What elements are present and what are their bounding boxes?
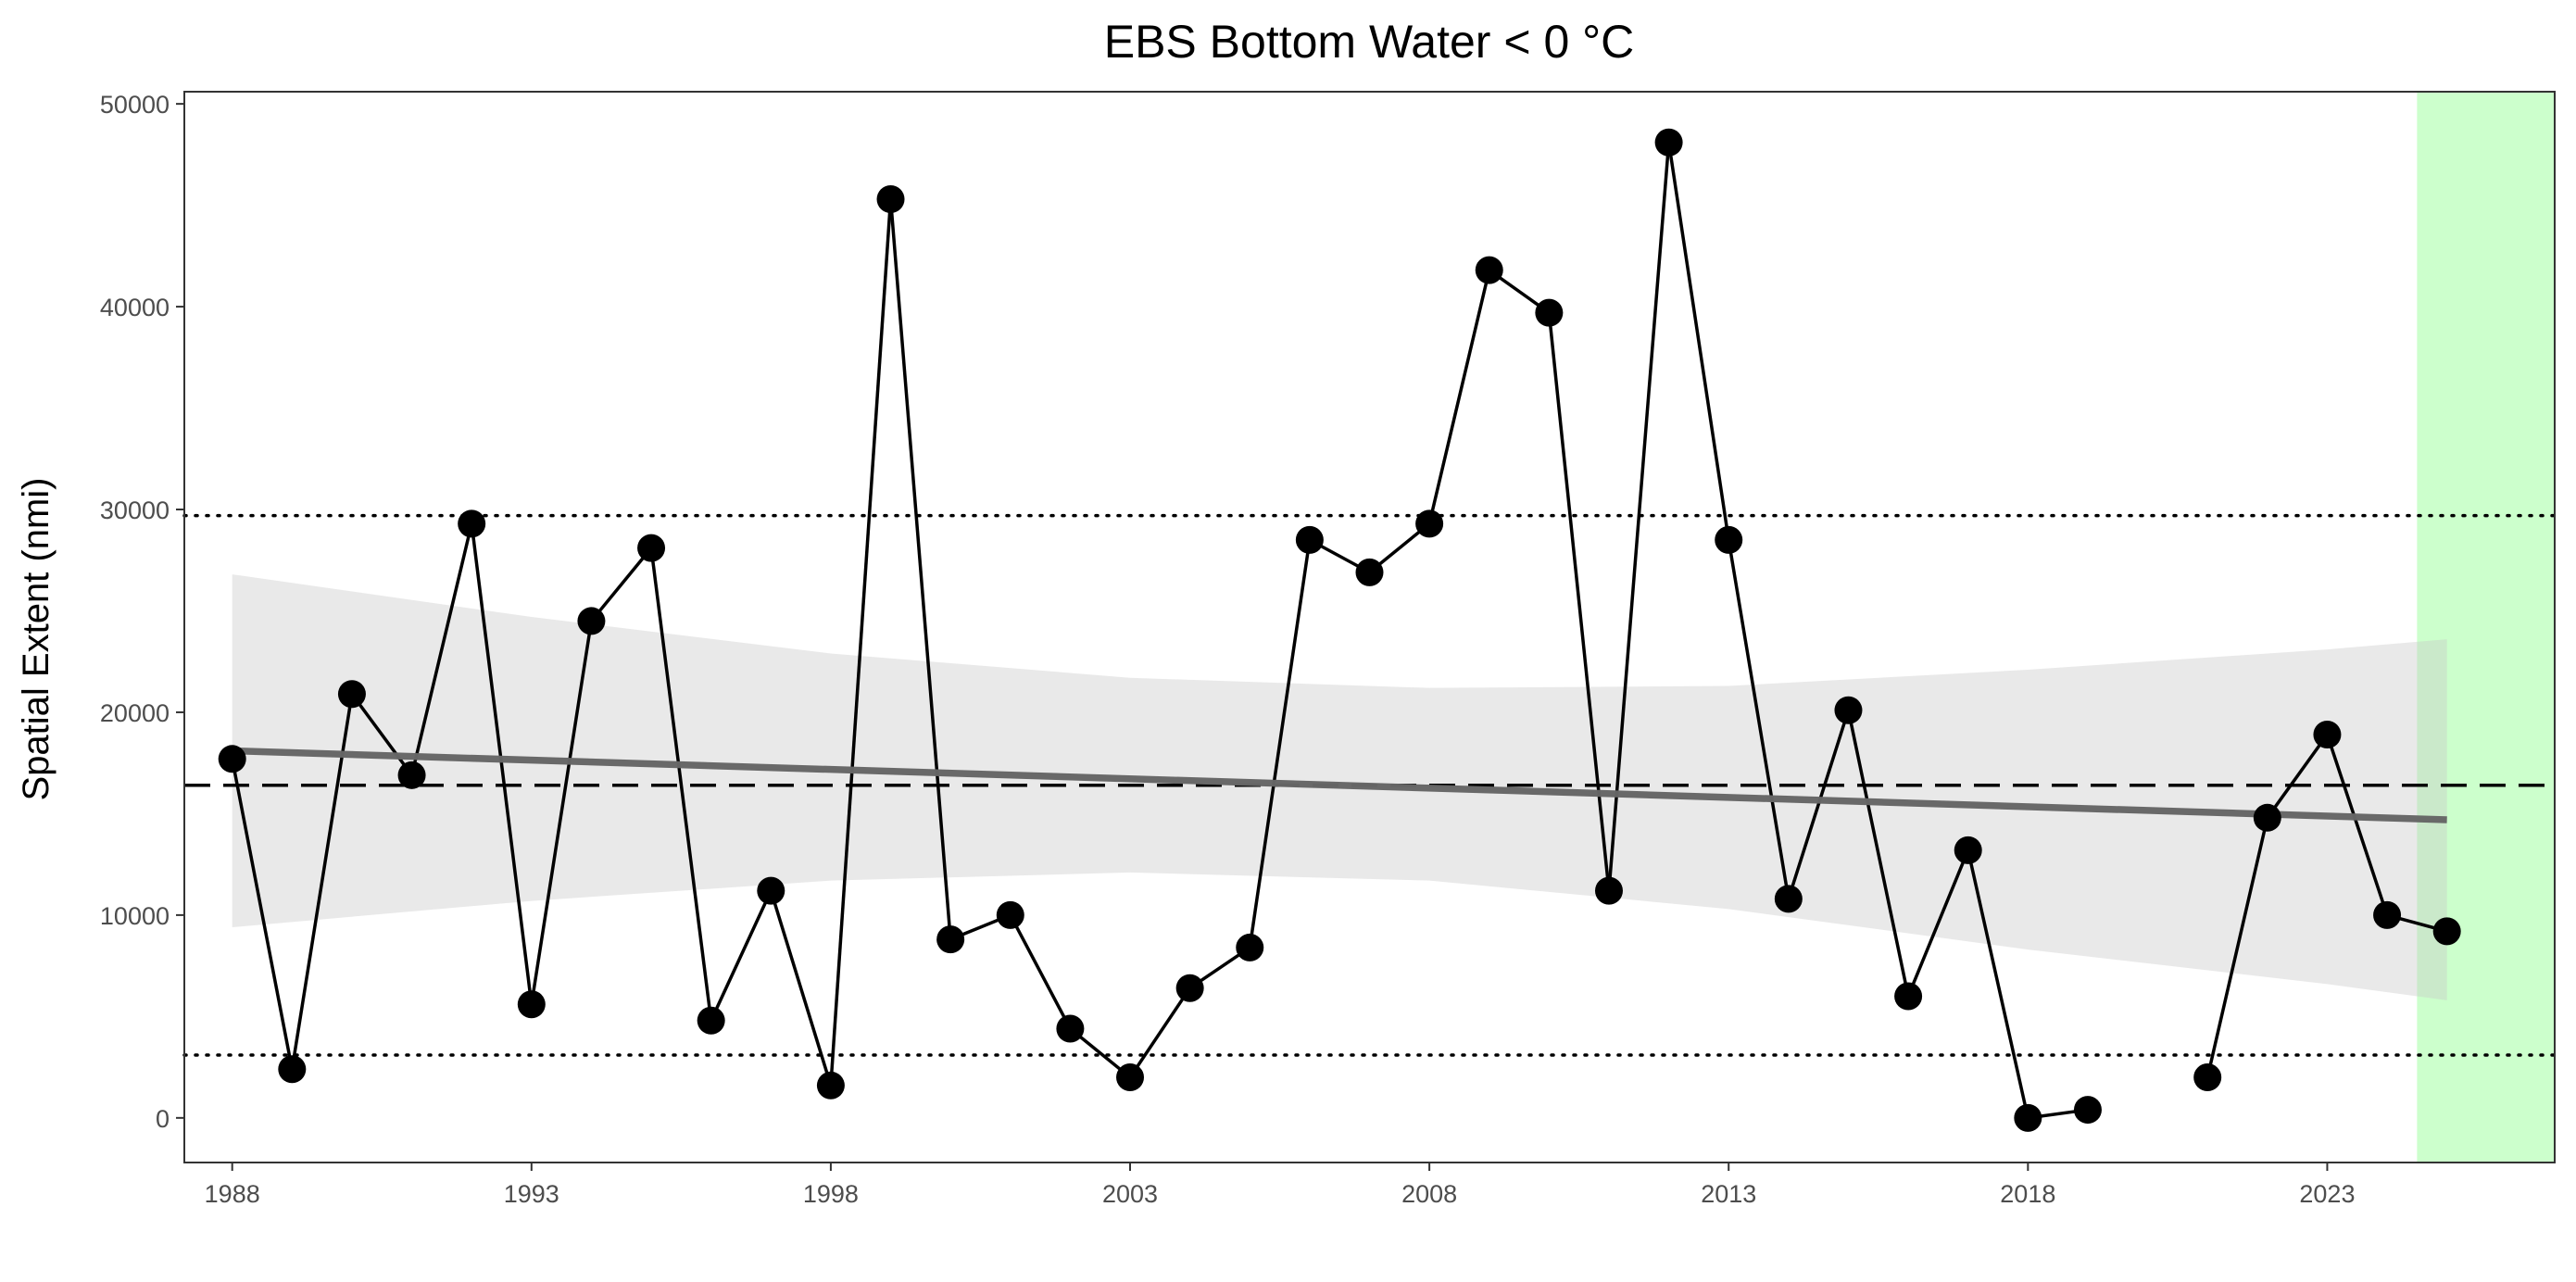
series-line-segment: [2205, 817, 2269, 1078]
data-point: [278, 1055, 307, 1084]
series-line-segment: [350, 693, 413, 776]
series-line-segment: [1248, 539, 1312, 949]
highlight-region: [2417, 92, 2555, 1163]
data-point: [1954, 836, 1982, 864]
series-line-segment: [1009, 914, 1072, 1030]
y-tick-label: 10000: [100, 902, 170, 930]
data-point: [337, 680, 366, 709]
axes: 0 10000 20000 30000 40000 50000 1988 1993 1998 20…: [100, 91, 2356, 1208]
y-tick-label: 0: [156, 1105, 170, 1133]
data-point: [458, 509, 486, 538]
data-point: [1415, 509, 1444, 538]
data-point: [1774, 885, 1803, 913]
data-point: [1894, 982, 1923, 1011]
x-tick-label: 1988: [205, 1180, 260, 1208]
x-tick-label: 2003: [1102, 1180, 1158, 1208]
data-point: [577, 607, 606, 635]
series-line-segment: [710, 889, 773, 1022]
data-point: [876, 185, 905, 214]
series-line-segment: [409, 522, 473, 776]
x-tick-label: 2008: [1401, 1180, 1457, 1208]
plot-area: [182, 92, 2557, 1163]
y-tick-label: 20000: [100, 699, 170, 727]
x-tick-label: 2018: [2000, 1180, 2055, 1208]
series-line-segment: [1787, 710, 1851, 899]
data-point: [2073, 1096, 2102, 1125]
series-line-segment: [1846, 710, 1910, 997]
data-point: [1056, 1014, 1085, 1043]
series-line-segment: [1906, 849, 1970, 998]
data-point: [1654, 128, 1683, 157]
data-point: [1535, 298, 1564, 327]
data-point: [2313, 721, 2342, 749]
data-point: [2253, 803, 2281, 832]
series-line-segment: [1607, 142, 1671, 891]
plot-border: [183, 91, 2556, 1163]
data-point: [1236, 933, 1264, 962]
data-point: [936, 925, 965, 954]
data-point: [2193, 1063, 2222, 1092]
y-tick-label: 40000: [100, 294, 170, 321]
data-point: [517, 990, 546, 1019]
data-point: [397, 760, 426, 789]
data-point: [2432, 917, 2461, 946]
series-line-segment: [1666, 142, 1730, 541]
data-point: [1475, 256, 1503, 284]
data-point: [1715, 525, 1743, 554]
series-line-segment: [1427, 270, 1491, 524]
data-point: [697, 1006, 725, 1035]
data-point: [2014, 1103, 2042, 1132]
series-line-segment: [1727, 539, 1791, 899]
data-point: [1355, 558, 1384, 586]
data-point: [996, 900, 1024, 929]
series-line-segment: [649, 547, 713, 1021]
data-point: [1175, 974, 1204, 1002]
trend-line: [232, 747, 2447, 823]
series-line-segment: [888, 198, 952, 940]
data-point: [218, 745, 246, 773]
series-line-segment: [2266, 734, 2329, 819]
x-tick-label: 2013: [1701, 1180, 1756, 1208]
series-line-segment: [230, 758, 295, 1070]
chart-title: EBS Bottom Water < 0 °C: [1104, 16, 1635, 68]
x-tick-label: 2023: [2299, 1180, 2355, 1208]
data-point: [1834, 696, 1863, 724]
series-line-segment: [1967, 849, 2030, 1119]
data-point: [2373, 900, 2402, 929]
data-point: [1116, 1063, 1145, 1092]
x-tick-label: 1993: [504, 1180, 559, 1208]
series-line-segment: [590, 547, 653, 622]
data-point: [1295, 525, 1324, 554]
series-line-segment: [470, 523, 534, 1005]
series-line-segment: [530, 621, 594, 1005]
x-tick-label: 1998: [803, 1180, 859, 1208]
series-line-segment: [829, 198, 893, 1086]
series-line-segment: [1128, 987, 1192, 1079]
data-point: [816, 1071, 845, 1100]
y-axis-title: Spatial Extent (nmi): [16, 477, 57, 800]
series-line-segment: [2325, 734, 2389, 916]
data-point: [757, 876, 785, 905]
data-point: [1594, 876, 1623, 905]
y-tick-label: 50000: [100, 91, 170, 119]
series-line-segment: [769, 890, 833, 1087]
y-tick-label: 30000: [100, 496, 170, 524]
data-point: [637, 534, 666, 562]
